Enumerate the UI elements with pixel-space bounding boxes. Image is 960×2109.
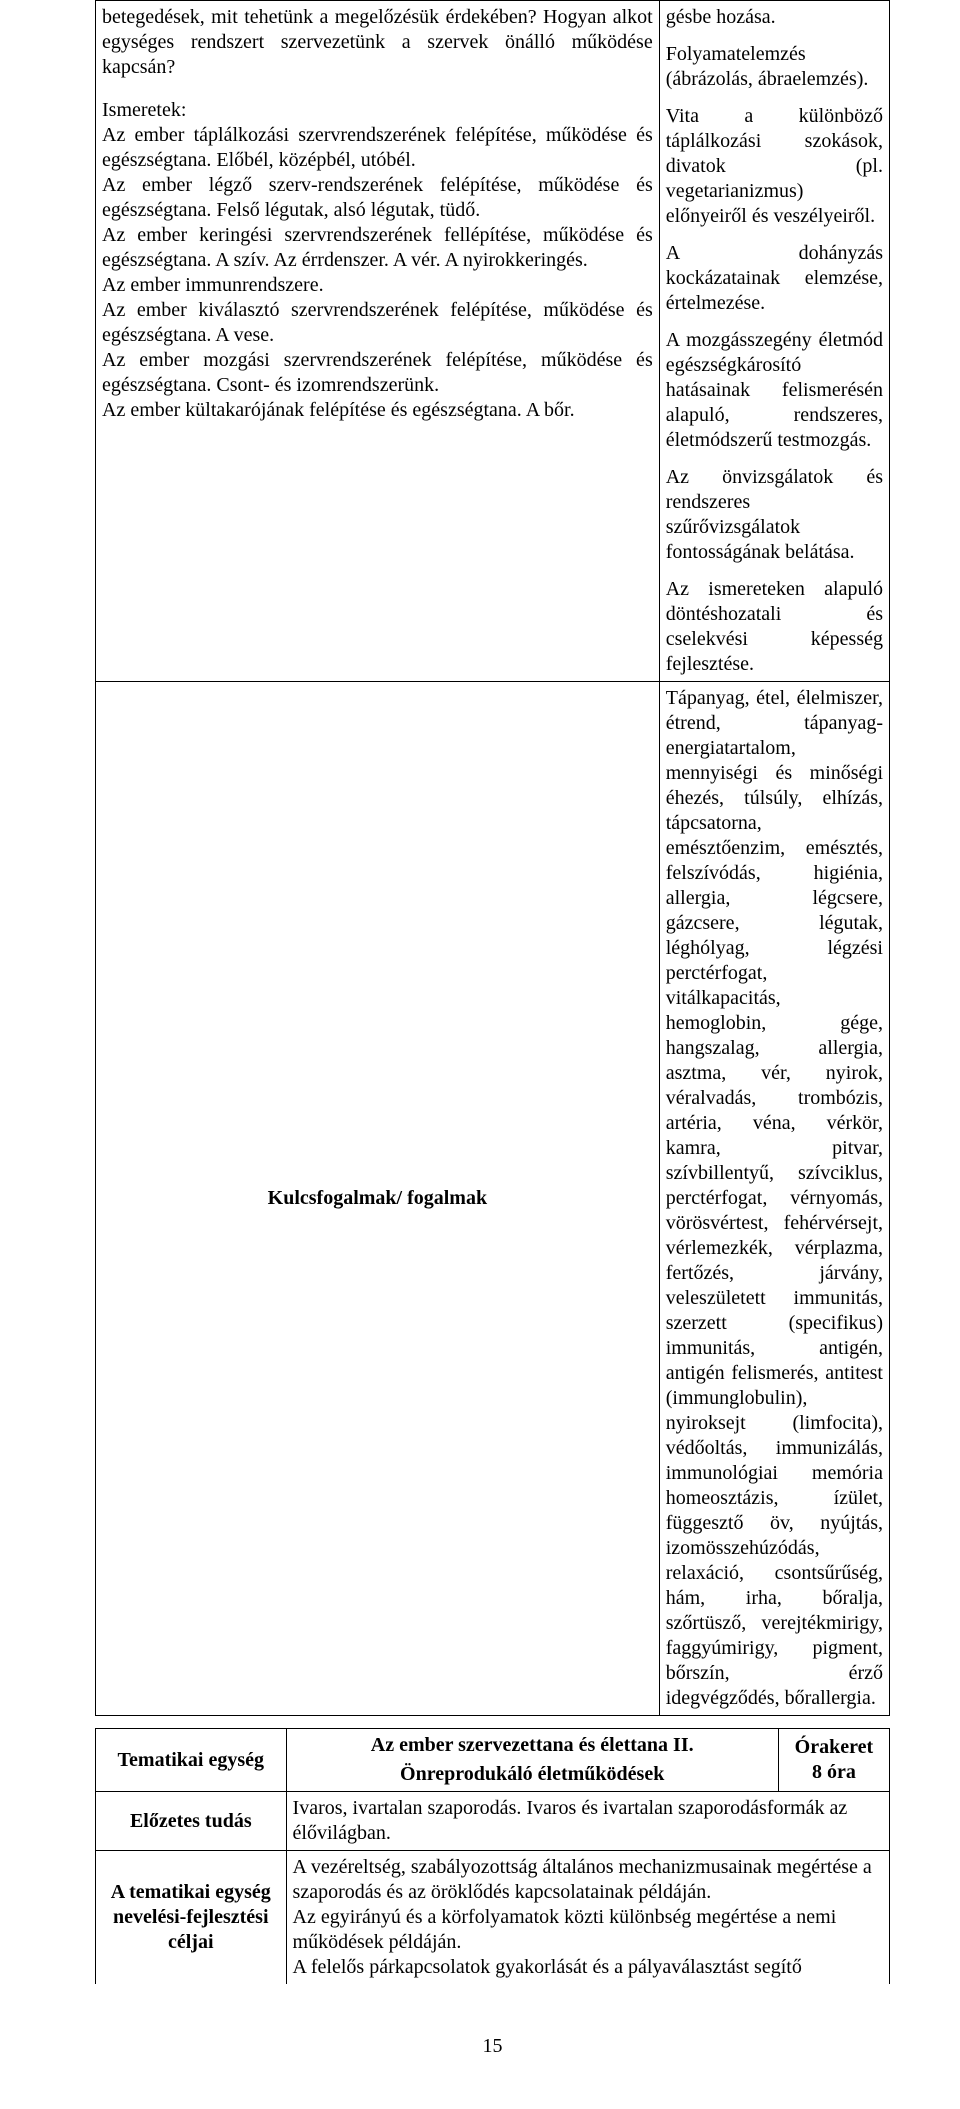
kf-label-cell: Kulcsfogalmak/ fogalmak (96, 682, 660, 1716)
t2-r3c1-text: A tematikai egység nevelési-fejlesztési … (111, 1881, 271, 1953)
kf-text-cell: Tápanyag, étel, élelmiszer, étrend, tápa… (659, 682, 889, 1716)
page-number: 15 (95, 2034, 890, 2059)
t2-r1c3: Órakeret 8 óra (778, 1729, 889, 1792)
t2-r1c3-line2: 8 óra (785, 1760, 883, 1785)
kf-text: Tápanyag, étel, élelmiszer, étrend, tápa… (666, 687, 883, 1709)
top-left-cell: betegedések, mit tehetünk a megelőzésük … (96, 1, 660, 682)
unit-table: Tematikai egység Az ember szervezettana … (95, 1728, 890, 1984)
t2-r1c2-line2: Önreprodukáló életműködések (293, 1762, 772, 1787)
t2-r2c1: Előzetes tudás (96, 1792, 287, 1851)
right-para-0: gésbe hozása. (666, 5, 883, 30)
right-para-5: Az önvizsgálatok és rendszeres szűrővizs… (666, 465, 883, 565)
right-para-3: A dohányzás kockázatainak elemzése, érte… (666, 241, 883, 316)
t2-r2c2-text: Ivaros, ivartalan szaporodás. Ivaros és … (293, 1797, 848, 1844)
t2-r2c2: Ivaros, ivartalan szaporodás. Ivaros és … (286, 1792, 889, 1851)
content-table-top: betegedések, mit tehetünk a megelőzésük … (95, 0, 890, 1716)
kf-label: Kulcsfogalmak/ fogalmak (268, 1187, 487, 1209)
top-right-cell: gésbe hozása. Folyamatelemzés (ábrázolás… (659, 1, 889, 682)
t2-r3c2: A vezéreltség, szabályozottság általános… (286, 1851, 889, 1985)
top-left-block: betegedések, mit tehetünk a megelőzésük … (102, 5, 653, 423)
t2-r1c2: Az ember szervezettana és élettana II. Ö… (286, 1729, 778, 1792)
right-para-2: Vita a különböző táplálkozási szokások, … (666, 104, 883, 229)
t2-r3c1: A tematikai egység nevelési-fejlesztési … (96, 1851, 287, 1985)
t2-r1c1: Tematikai egység (96, 1729, 287, 1792)
right-para-4: A mozgásszegény életmód egészségkárosító… (666, 328, 883, 453)
t2-r1c1-text: Tematikai egység (118, 1749, 264, 1771)
t2-r2c1-text: Előzetes tudás (130, 1810, 252, 1832)
right-para-6: Az ismereteken alapuló döntéshozatali és… (666, 577, 883, 677)
right-para-1: Folyamatelemzés (ábrázolás, ábraelemzés)… (666, 42, 883, 92)
t2-r1c2-line1: Az ember szervezettana és élettana II. (293, 1733, 772, 1758)
t2-r1c3-line1: Órakeret (785, 1735, 883, 1760)
